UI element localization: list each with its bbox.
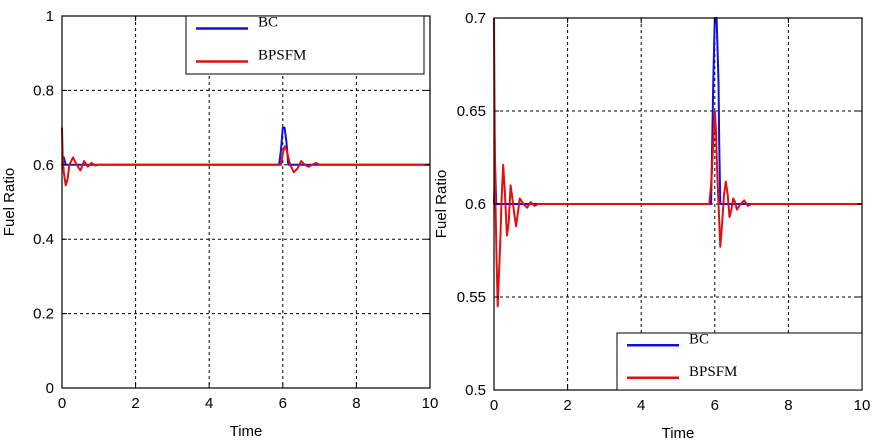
chart-panel-1: 0 2 4 6 8 10 0 0.2 0.4 0.6 0.8 1 Time Fuel Ratio BC BPS…	[1, 8, 438, 440]
series-line-bpsfm	[61, 127, 430, 187]
chart-panel-2: 0 2 4 6 8 10 0.5 0.55 0.6 0.65 0.7 Time Fuel Ratio BC…	[433, 10, 870, 442]
y-tick-label: 1	[46, 8, 54, 25]
y-tick-label: 0.4	[33, 231, 54, 248]
legend: BC BPSFM	[185, 15, 425, 75]
legend: BC BPSFM	[616, 331, 863, 391]
y-tick-label: 0.2	[33, 306, 54, 323]
x-tick-label: 0	[58, 395, 66, 412]
legend-label-bc: BC	[689, 331, 709, 347]
series-line-bc	[61, 126, 430, 166]
x-tick-label: 4	[205, 395, 213, 412]
legend-box	[185, 15, 425, 75]
legend-label-bpsfm: BPSFM	[689, 364, 737, 380]
y-axis-label: Fuel Ratio	[1, 168, 18, 236]
x-tick-label: 6	[711, 397, 719, 414]
x-axis-label: Time	[230, 423, 263, 440]
x-tick-label: 8	[784, 397, 792, 414]
y-tick-label: 0.6	[33, 157, 54, 174]
x-tick-label: 2	[563, 397, 571, 414]
y-tick-label: 0.7	[465, 10, 486, 27]
plot-area	[62, 16, 430, 388]
y-tick-label: 0.55	[457, 289, 486, 306]
y-tick-label: 0.6	[465, 196, 486, 213]
y-axis-label: Fuel Ratio	[433, 170, 450, 238]
x-tick-label: 10	[422, 395, 439, 412]
x-tick-label: 8	[352, 395, 360, 412]
x-tick-label: 2	[131, 395, 139, 412]
y-tick-label: 0.5	[465, 382, 486, 399]
y-tick-label: 0.65	[457, 103, 486, 120]
x-tick-label: 6	[279, 395, 287, 412]
legend-label-bpsfm: BPSFM	[258, 48, 306, 64]
y-tick-label: 0	[46, 380, 54, 397]
x-axis-label: Time	[662, 425, 695, 442]
legend-box	[616, 332, 863, 391]
x-tick-label: 0	[490, 397, 498, 414]
x-tick-label: 4	[637, 397, 645, 414]
x-tick-label: 10	[854, 397, 871, 414]
series-line-bpsfm	[493, 17, 862, 308]
y-tick-label: 0.8	[33, 82, 54, 99]
legend-label-bc: BC	[258, 15, 278, 31]
